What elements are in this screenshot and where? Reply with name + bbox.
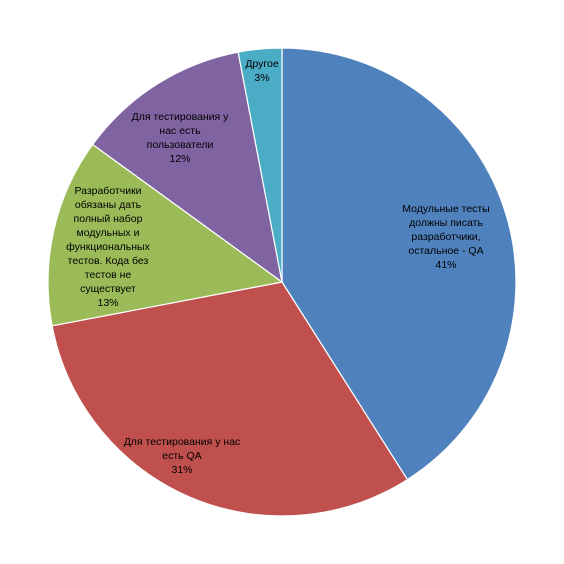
slice-label-text: Модульные тесты должны писать разработчи… [402, 203, 490, 257]
slice-modular-tests [281, 47, 517, 481]
slice-label-text: Для тестирования у нас есть пользователи [131, 111, 229, 151]
slice-users [91, 51, 283, 284]
slice-qa [51, 281, 409, 517]
slice-other [237, 47, 283, 283]
slice-label-developers: Разработчики обязаны дать полный набор м… [60, 184, 156, 310]
slice-label-text: Другое [245, 58, 279, 70]
slice-label-other: Другое 3% [237, 57, 287, 85]
slice-percent: 31% [171, 464, 193, 476]
slice-label-users: Для тестирования у нас есть пользователи… [125, 110, 235, 166]
slice-label-qa: Для тестирования у нас есть QA 31% [122, 435, 242, 477]
slice-percent: 3% [254, 72, 270, 84]
slice-label-text: Для тестирования у нас есть QA [123, 436, 241, 462]
slice-percent: 41% [435, 259, 457, 271]
slice-percent: 12% [169, 153, 191, 165]
slice-percent: 13% [97, 297, 119, 309]
slice-label-modular-tests: Модульные тесты должны писать разработчи… [390, 202, 502, 272]
slice-label-text: Разработчики обязаны дать полный набор м… [66, 185, 150, 295]
slice-developers [47, 143, 284, 327]
